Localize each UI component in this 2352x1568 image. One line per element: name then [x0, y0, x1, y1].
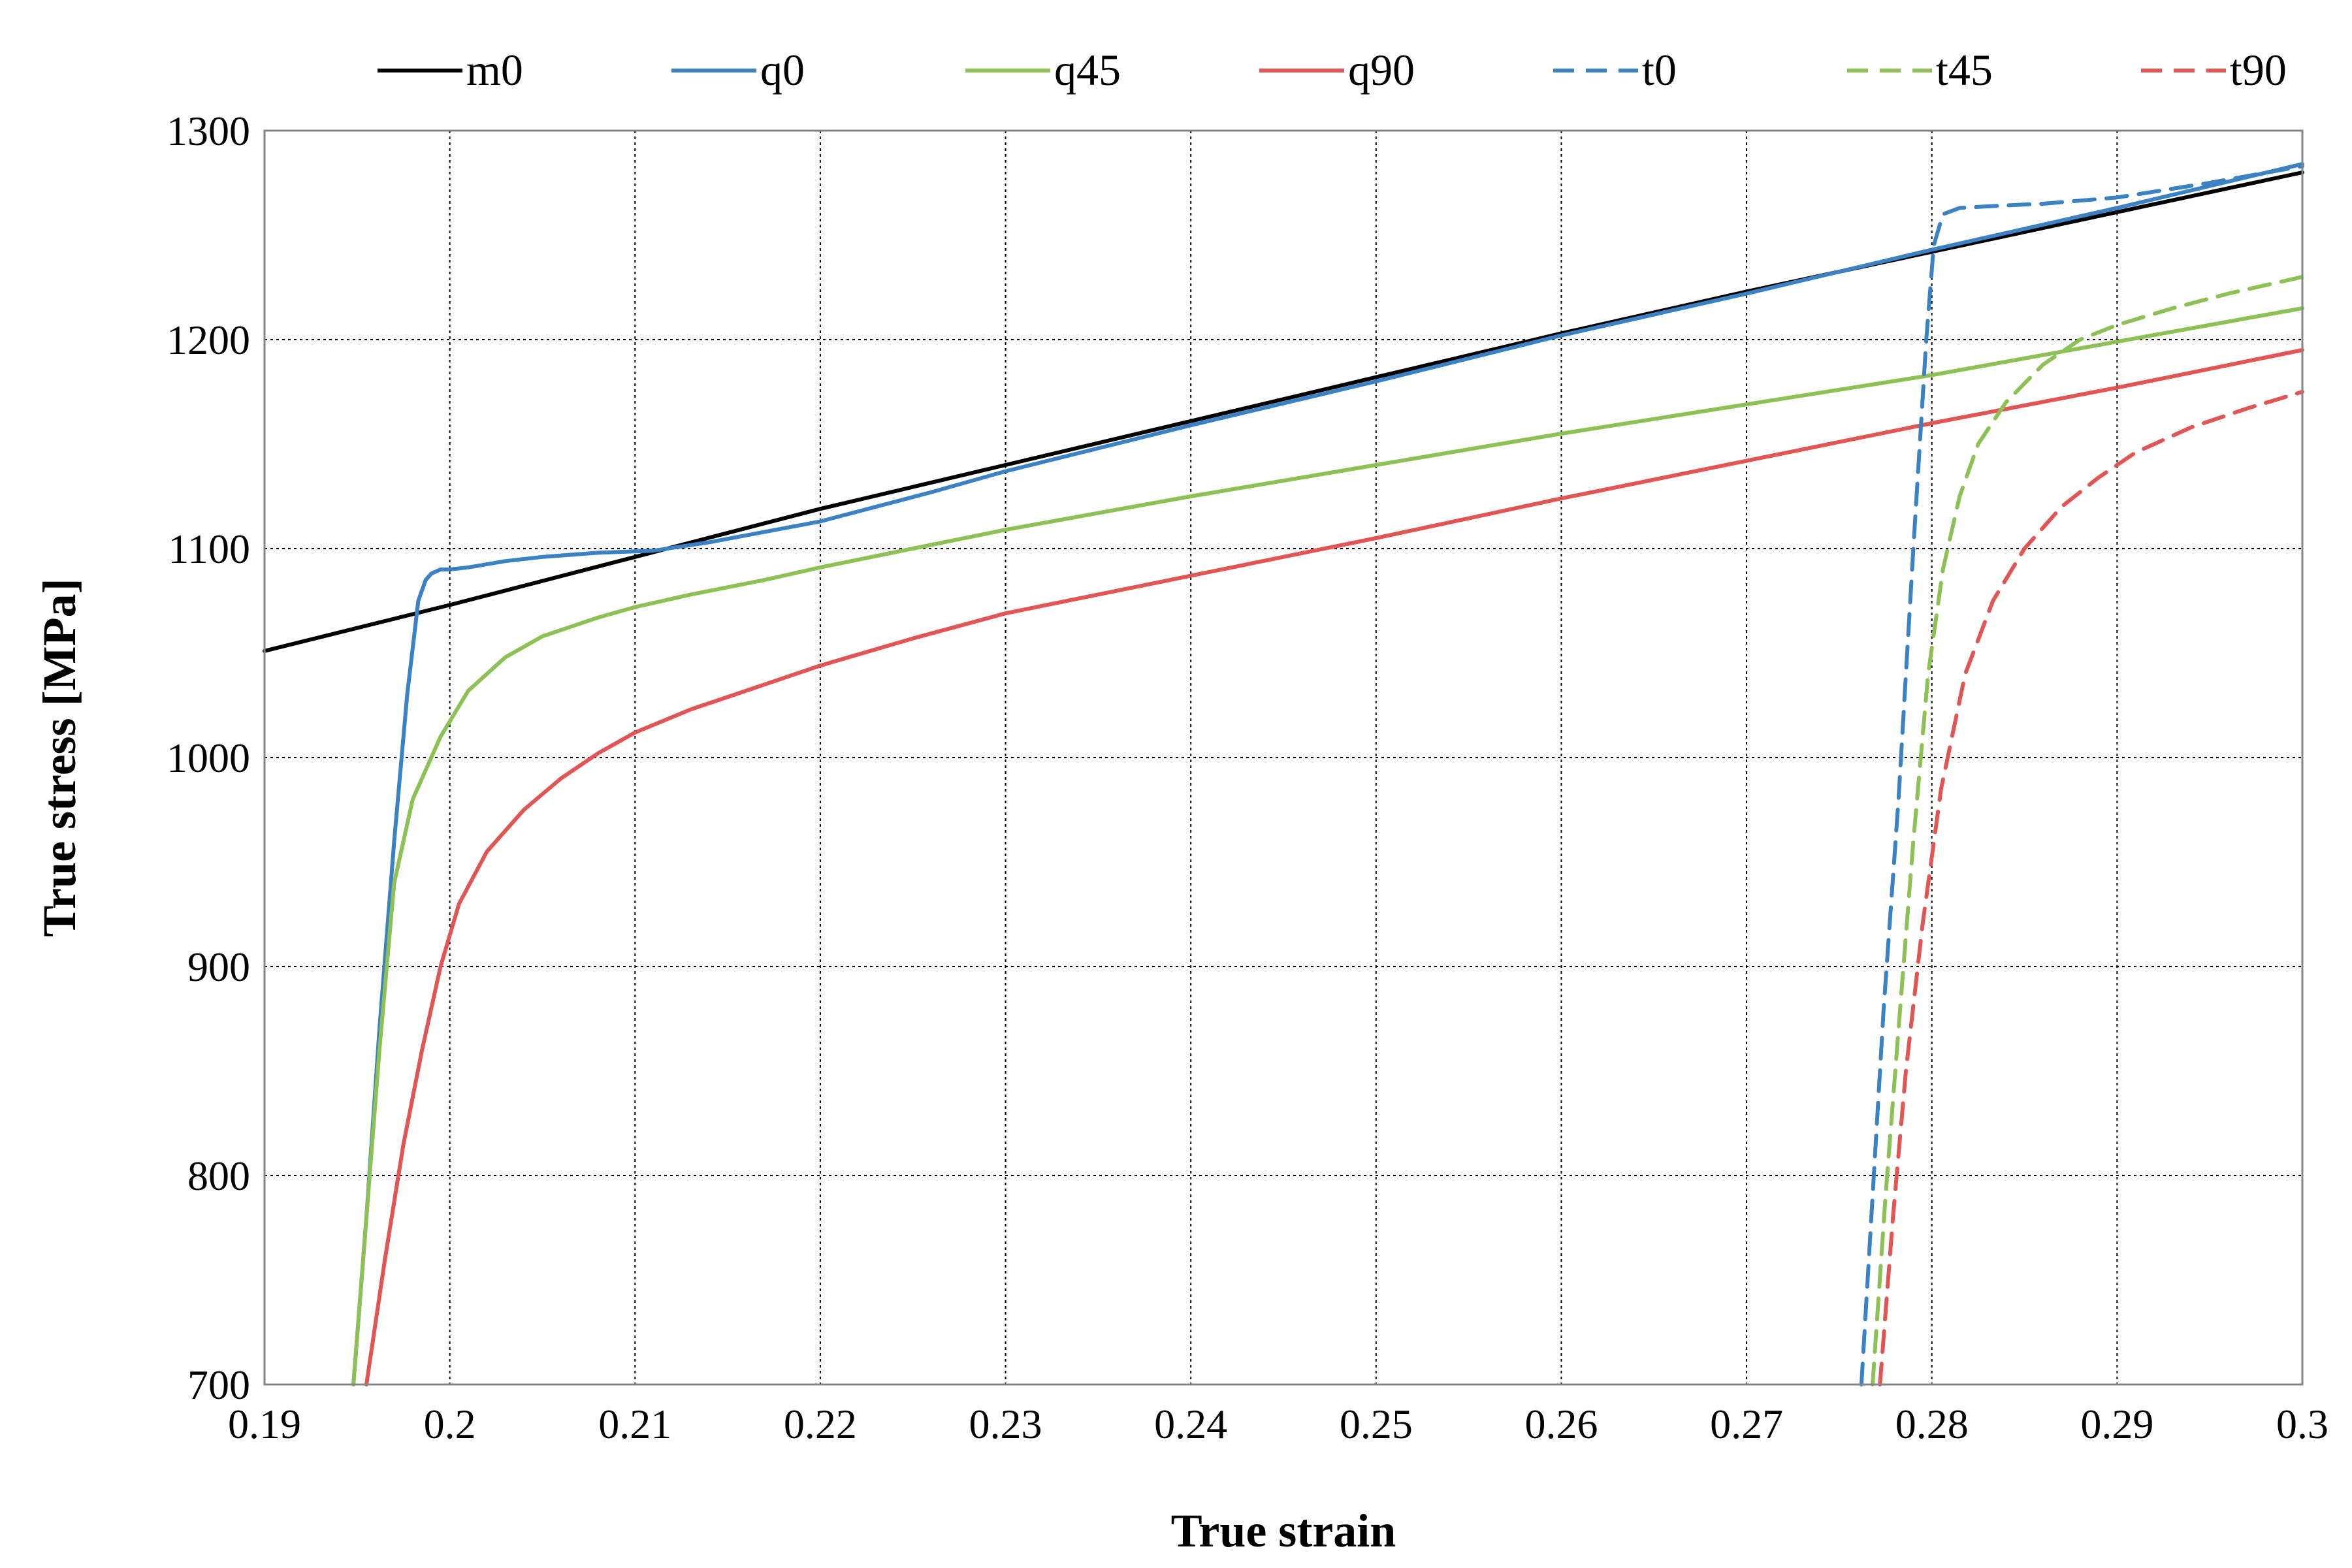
x-tick-label: 0.28 — [1895, 1401, 1969, 1447]
y-tick-label: 1300 — [167, 108, 250, 154]
series-lines — [263, 162, 2304, 1386]
x-tick-label: 0.3 — [2276, 1401, 2328, 1447]
series-line-q45 — [351, 306, 2304, 1386]
y-tick-label: 1200 — [167, 317, 250, 363]
x-tick-label: 0.21 — [598, 1401, 671, 1447]
legend: m0 q0 q45 q90 t0 t45 t90 — [378, 45, 2287, 95]
series-line-q90 — [364, 348, 2304, 1386]
series-line-t0 — [1859, 164, 2304, 1386]
grid-lines — [265, 131, 2302, 1384]
x-tick-label: 0.24 — [1154, 1401, 1227, 1447]
legend-label-q0: q0 — [760, 45, 805, 95]
x-tick-label: 0.23 — [969, 1401, 1042, 1447]
legend-label-q90: q90 — [1348, 45, 1415, 95]
y-tick-label: 1100 — [168, 526, 250, 572]
x-tick-label: 0.27 — [1710, 1401, 1783, 1447]
series-line-m0 — [263, 170, 2304, 653]
plot-area-frame — [263, 129, 2304, 1386]
x-tick-label: 0.2 — [424, 1401, 476, 1447]
x-tick-label: 0.19 — [228, 1401, 301, 1447]
x-tick-label: 0.26 — [1524, 1401, 1598, 1447]
y-tick-label: 800 — [187, 1153, 250, 1199]
series-line-q0 — [351, 162, 2304, 1386]
legend-label-m0: m0 — [466, 45, 523, 95]
series-line-t45 — [1871, 275, 2304, 1386]
x-axis-ticks: 0.19 0.2 0.21 0.22 0.23 0.24 0.25 0.26 0.27 0.28 0… — [228, 1401, 2328, 1447]
x-axis-title: True strain — [1171, 1505, 1396, 1557]
x-tick-label: 0.25 — [1340, 1401, 1413, 1447]
legend-label-t0: t0 — [1642, 45, 1677, 95]
y-tick-label: 700 — [187, 1362, 250, 1408]
series-line-t90 — [1878, 390, 2304, 1386]
y-axis-title: True stress [MPa] — [33, 578, 86, 936]
y-axis-ticks: 700 800 900 1000 1100 1200 1300 — [167, 108, 250, 1408]
legend-label-t45: t45 — [1936, 45, 1993, 95]
legend-label-q45: q45 — [1054, 45, 1121, 95]
y-tick-label: 1000 — [167, 735, 250, 781]
x-tick-label: 0.22 — [784, 1401, 857, 1447]
legend-label-t90: t90 — [2230, 45, 2287, 95]
x-tick-label: 0.29 — [2080, 1401, 2153, 1447]
y-tick-label: 900 — [187, 944, 250, 990]
